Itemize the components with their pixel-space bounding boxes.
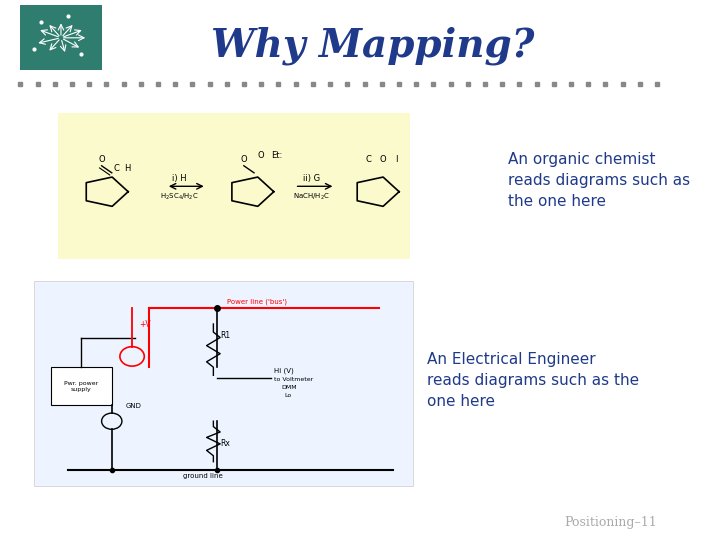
FancyBboxPatch shape	[20, 5, 102, 70]
Text: I: I	[395, 155, 397, 164]
Text: DMM: DMM	[281, 385, 297, 390]
Text: C: C	[113, 164, 119, 173]
Text: +V: +V	[139, 320, 150, 329]
Text: Lo: Lo	[284, 393, 292, 398]
FancyBboxPatch shape	[58, 113, 410, 259]
Text: Et:: Et:	[271, 151, 282, 160]
FancyBboxPatch shape	[34, 281, 413, 486]
Text: i) H: i) H	[172, 174, 186, 183]
Text: GND: GND	[125, 403, 141, 409]
Text: Hi (V): Hi (V)	[274, 368, 294, 374]
Bar	[51, 367, 112, 405]
Text: O: O	[258, 151, 264, 160]
Text: to Voltmeter: to Voltmeter	[274, 377, 314, 382]
Text: O: O	[240, 155, 247, 164]
Text: Power line ('bus'): Power line ('bus')	[228, 299, 287, 305]
Text: C: C	[366, 155, 372, 164]
Text: R1: R1	[220, 330, 230, 340]
Text: O: O	[379, 155, 386, 164]
Text: NaCH/H$_2$C: NaCH/H$_2$C	[293, 192, 330, 202]
Text: Rx: Rx	[220, 438, 230, 448]
Text: An Electrical Engineer
reads diagrams such as the
one here: An Electrical Engineer reads diagrams su…	[427, 352, 639, 409]
Text: Positioning–11: Positioning–11	[564, 516, 657, 529]
Text: H$_2$SC$_4$/H$_2$C: H$_2$SC$_4$/H$_2$C	[160, 192, 199, 202]
Text: Why Mapping?: Why Mapping?	[211, 26, 534, 65]
Text: O: O	[98, 155, 105, 164]
Text: ii) G: ii) G	[303, 174, 320, 183]
Text: ground line: ground line	[184, 473, 223, 479]
Text: Pwr. power
supply: Pwr. power supply	[64, 381, 99, 392]
Text: H: H	[124, 164, 130, 173]
Text: An organic chemist
reads diagrams such as
the one here: An organic chemist reads diagrams such a…	[508, 152, 690, 210]
